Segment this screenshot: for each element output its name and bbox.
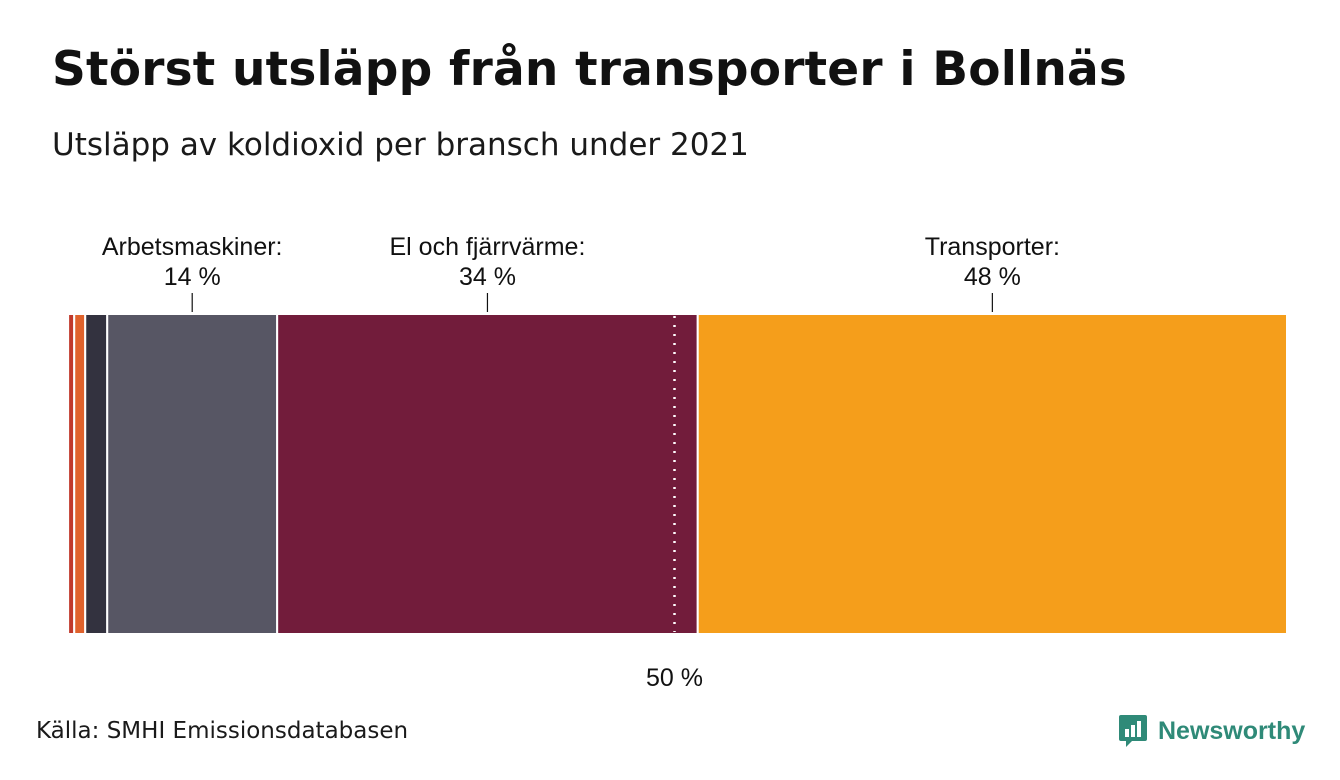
bar-segment-minor-3 bbox=[84, 313, 109, 635]
brand-logo: Newsworthy bbox=[1118, 712, 1305, 750]
segment-label-transporter: Transporter: bbox=[925, 233, 1060, 261]
segment-value-label-el-och-fjärrvärme: 34 % bbox=[459, 263, 516, 291]
bar-segment-arbetsmaskiner bbox=[106, 313, 279, 635]
segment-value-label-transporter: 48 % bbox=[964, 263, 1021, 291]
source-note: Källa: SMHI Emissionsdatabasen bbox=[36, 718, 409, 744]
newsworthy-logo-icon bbox=[1119, 715, 1147, 747]
brand-name: Newsworthy bbox=[1158, 716, 1306, 745]
segment-value-label-arbetsmaskiner: 14 % bbox=[164, 263, 221, 291]
segment-label-arbetsmaskiner: Arbetsmaskiner: bbox=[102, 233, 283, 261]
chart-subtitle: Utsläpp av koldioxid per bransch under 2… bbox=[52, 127, 749, 163]
stacked-bar-chart: Arbetsmaskiner:14 % El och fjärrvärme:34 … bbox=[68, 233, 1288, 692]
bar-segment-transporter bbox=[696, 313, 1288, 635]
bar-segment-el-och-fjärrvärme bbox=[276, 313, 699, 635]
segment-label-el-och-fjärrvärme: El och fjärrvärme: bbox=[390, 233, 586, 261]
chart-title: Störst utsläpp från transporter i Bollnä… bbox=[52, 42, 1128, 97]
bar-segment-minor-2 bbox=[73, 313, 87, 635]
reference-line-label: 50 % bbox=[646, 664, 703, 692]
